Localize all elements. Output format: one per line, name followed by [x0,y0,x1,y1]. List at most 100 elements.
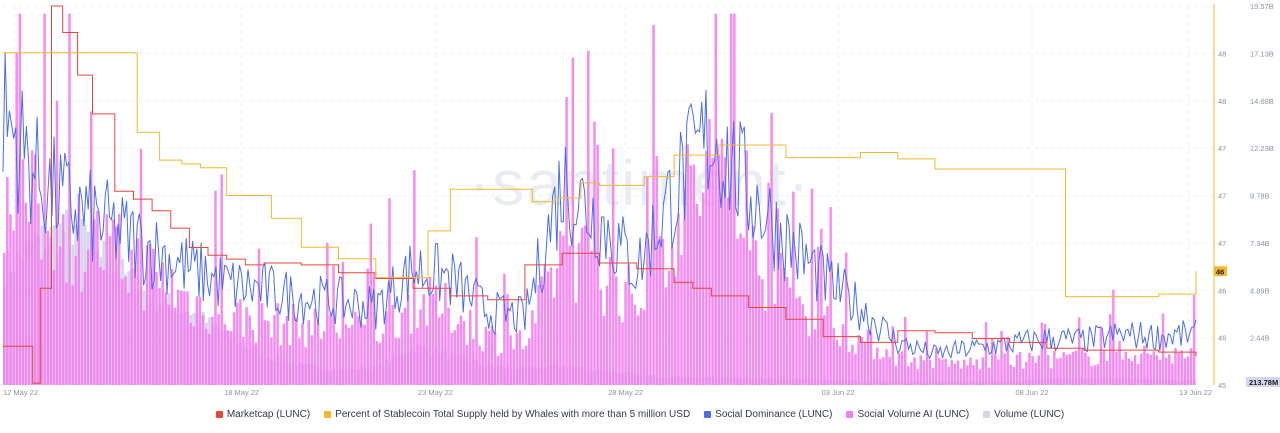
social-volume-bar [785,276,789,385]
volume-current-badge [1246,377,1280,387]
left-axis-tick-label: 46 [1218,334,1226,343]
social-volume-bar [798,296,801,385]
social-volume-bar [711,158,714,385]
social-volume-bar [447,307,450,385]
legend-swatch [704,411,712,418]
legend-item[interactable]: Marketcap (LUNC) [215,409,311,420]
social-volume-bar [9,214,12,385]
social-volume-bar [540,276,543,385]
social-volume-bar [6,176,9,385]
social-volume-bar [903,316,907,385]
social-volume-bar [860,337,863,385]
social-volume-bar [267,321,270,385]
legend-swatch [324,411,332,418]
social-volume-bar [239,299,242,385]
social-volume-bar [848,352,851,385]
legend-item[interactable]: Percent of Stablecoin Total Supply held … [324,409,690,420]
legend-label: Percent of Stablecoin Total Supply held … [335,409,691,420]
social-volume-bar [944,358,947,385]
social-volume-bar [1136,364,1140,385]
social-volume-bar [444,283,447,385]
legend-item[interactable]: Volume (LUNC) [983,409,1064,420]
social-volume-bar [764,310,767,385]
social-volume-bar [670,246,674,385]
social-volume-bar [49,237,53,385]
social-volume-bar [226,330,230,385]
social-volume-bar [677,213,680,385]
social-volume-bar [599,289,602,385]
social-volume-bars [3,13,1196,386]
social-volume-bar [1189,348,1193,385]
social-volume-bar [795,298,798,385]
social-volume-bar [167,304,171,385]
social-volume-bar [124,276,127,385]
social-volume-bar [1071,351,1075,385]
social-volume-bar [1152,351,1155,385]
social-volume-bar [369,223,373,385]
social-volume-bar [729,13,733,386]
social-volume-bar [894,365,898,385]
social-volume-bar [580,227,584,385]
social-volume-bar [484,326,488,385]
social-volume-bar [587,50,590,386]
social-volume-bar [1087,356,1090,385]
social-volume-bar [705,151,708,385]
social-volume-bar [15,52,18,386]
social-volume-bar [627,264,630,385]
social-volume-bar [975,359,978,385]
social-volume-bar [978,369,982,385]
social-volume-bar [130,249,133,385]
social-volume-bar [425,325,429,385]
social-volume-bar [1155,355,1159,385]
right-axis-tick-label: 4.89B [1250,286,1270,295]
social-volume-bar [335,332,338,385]
social-volume-bar [1146,353,1149,385]
social-volume-bar [102,270,105,385]
social-volume-bar [646,177,649,385]
social-volume-bar [879,359,882,385]
social-volume-bar [503,273,506,385]
social-volume-bar [251,330,255,385]
legend-swatch [846,411,854,418]
social-volume-bar [866,329,870,385]
legend-item[interactable]: Social Volume AI (LUNC) [846,409,969,420]
social-volume-bar [1105,360,1109,385]
social-volume-bar [844,252,848,385]
legend-label: Marketcap (LUNC) [226,409,311,420]
social-volume-bar [779,253,783,385]
social-volume-bar [21,159,25,385]
social-volume-bar [916,369,919,385]
x-axis-tick-label: 13 Jun 22 [1179,388,1212,397]
social-volume-bar [925,331,929,385]
social-volume-bar [605,285,609,385]
social-volume-bar [242,336,245,385]
social-volume-bar [792,191,795,385]
social-volume-bar [307,320,310,385]
legend-item[interactable]: Social Dominance (LUNC) [704,409,832,420]
social-volume-bar [658,236,662,385]
social-volume-bar [456,324,460,385]
social-volume-bar [559,231,562,385]
social-volume-bar [173,307,177,385]
chart: ·santiment· 45 46 46 47 47 47 48 48 19.57B 17.13… [2,2,1280,397]
social-volume-bar [994,353,997,385]
legend-label: Social Dominance (LUNC) [715,409,833,420]
right-axis-ticks: 19.57B 17.13B 14.68B 12.23B 9.78B 7.34B 4.89B 2… [1250,2,1274,343]
social-volume-bar [236,302,239,385]
current-value-badges: 46 213.78M [1214,266,1280,387]
social-volume-bar [534,323,537,385]
social-volume-bar [198,296,202,385]
left-axis-tick-label: 47 [1218,239,1226,248]
social-volume-bar [565,97,568,385]
social-volume-bar [338,338,342,385]
social-volume-bar [1028,352,1031,385]
x-axis-tick-label: 12 May 22 [3,388,38,397]
social-volume-bar [77,193,81,385]
social-volume-bar [1158,359,1162,385]
left-axis-tick-label: 45 [1218,381,1226,390]
social-volume-bar [136,238,140,385]
social-volume-bar [652,24,655,386]
social-volume-bar [739,233,742,385]
social-volume-bar [823,315,826,385]
social-volume-bar [326,242,329,385]
